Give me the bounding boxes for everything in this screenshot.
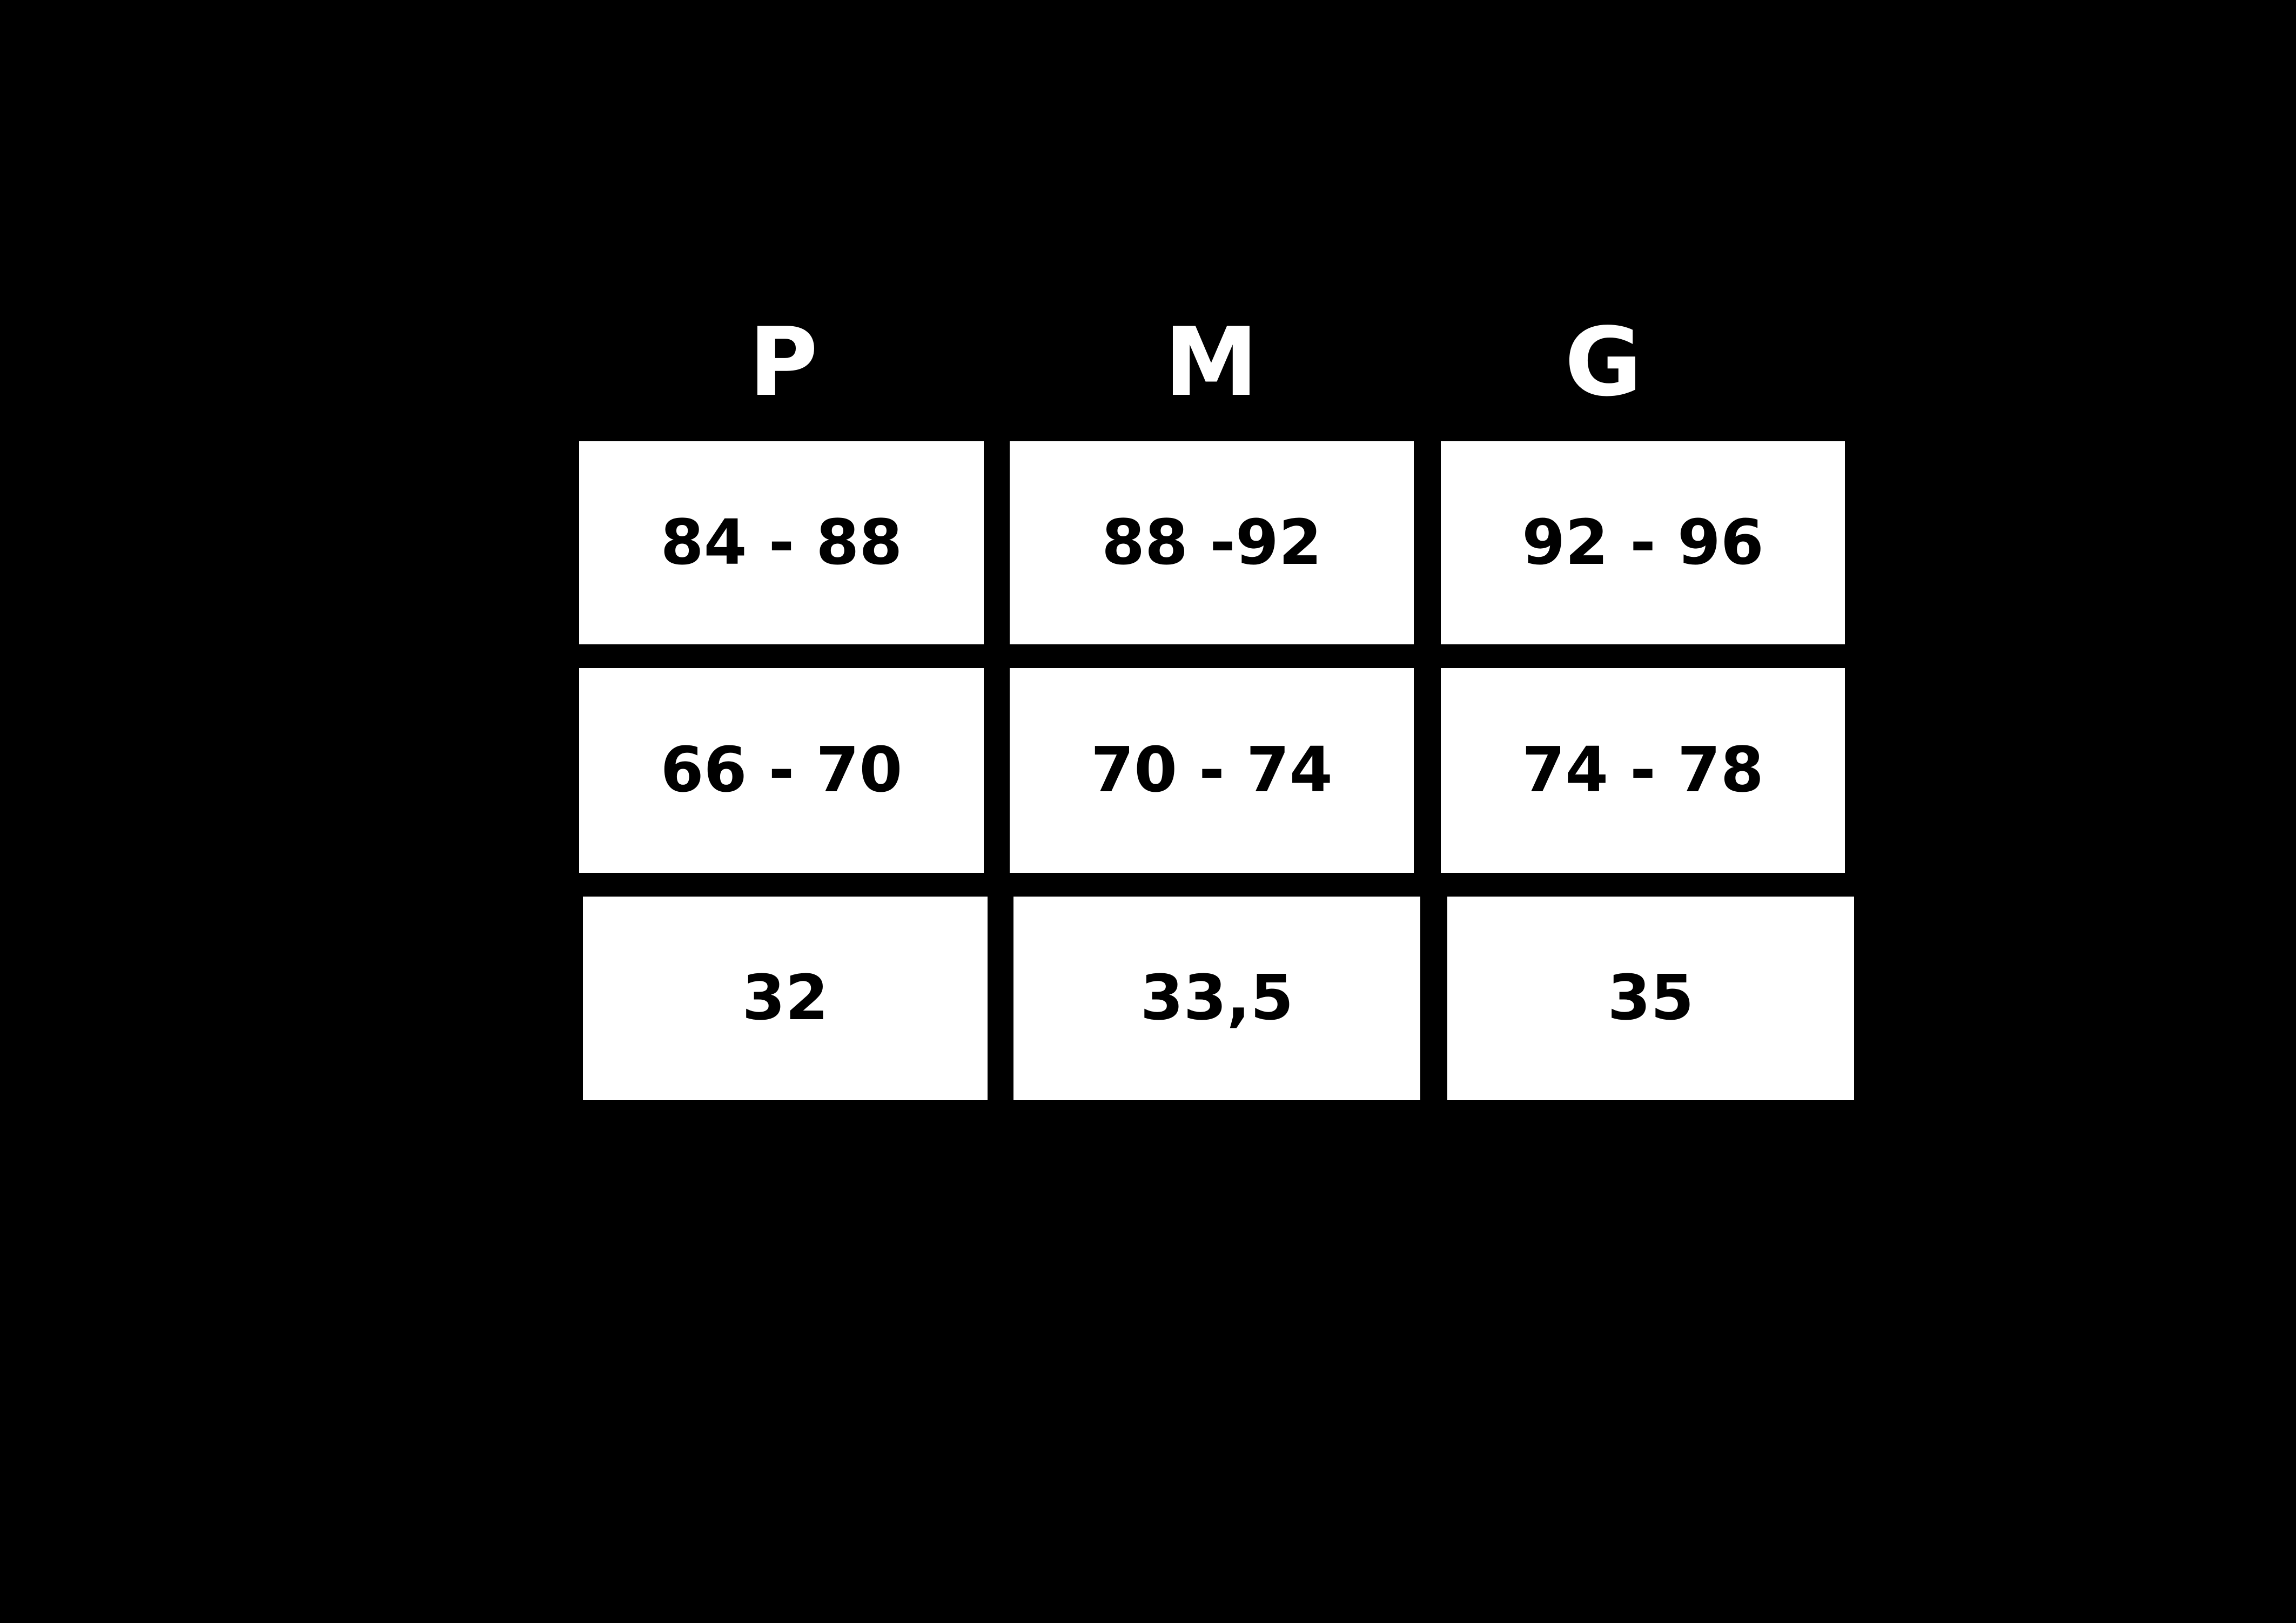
cell-row3-p: 32 xyxy=(583,897,988,1100)
column-header-m: M xyxy=(1164,308,1259,417)
column-header-g: G xyxy=(1565,308,1642,417)
column-header-p: P xyxy=(748,308,818,417)
cell-row3-g: 35 xyxy=(1447,897,1854,1100)
cell-row1-m: 88 -92 xyxy=(1010,441,1414,644)
cell-row2-m: 70 - 74 xyxy=(1010,668,1414,873)
cell-row1-p: 84 - 88 xyxy=(579,441,984,644)
cell-row1-g: 92 - 96 xyxy=(1441,441,1845,644)
cell-row2-p: 66 - 70 xyxy=(579,668,984,873)
cell-row2-g: 74 - 78 xyxy=(1441,668,1845,873)
cell-row3-m: 33,5 xyxy=(1013,897,1420,1100)
